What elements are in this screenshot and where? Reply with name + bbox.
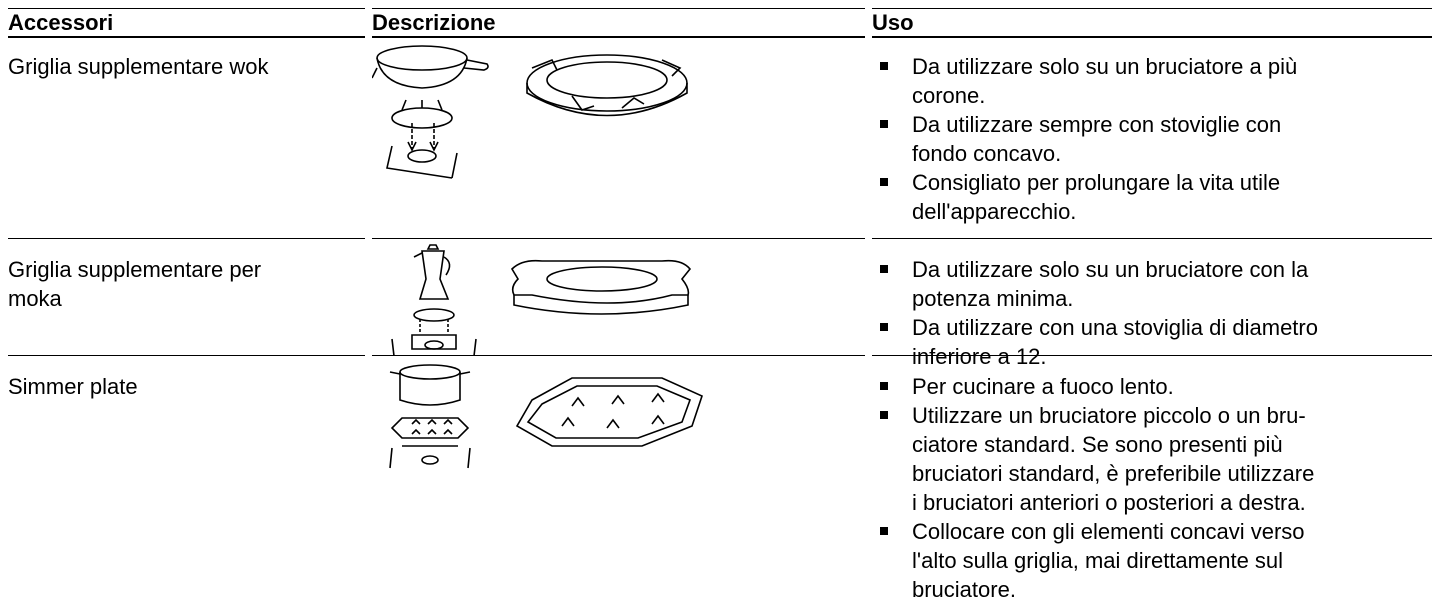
text-line: Da utilizzare solo su un bruciatore a pi… — [912, 54, 1298, 79]
text-line: inferiore a 12. — [912, 344, 1047, 369]
bullet-item: Da utilizzare solo su un bruciatore a pi… — [872, 52, 1432, 110]
text-line: potenza minima. — [912, 286, 1074, 311]
accessory-cell: Simmer plate — [8, 355, 365, 604]
text-line: Da utilizzare solo su un bruciatore con … — [912, 257, 1309, 282]
bullet-item: Utilizzare un bruciatore piccolo o un br… — [872, 401, 1432, 517]
uses-cell: Per cucinare a fuoco lento. Utilizzare un… — [872, 355, 1432, 604]
bullet-item: Collocare con gli elementi concavi verso… — [872, 517, 1432, 604]
text-line: l'alto sulla griglia, mai direttamente s… — [912, 548, 1284, 573]
text-line: fondo concavo. — [912, 141, 1062, 166]
header-cell: Uso — [872, 8, 1432, 38]
text-line: Consigliato per prolungare la vita utile — [912, 170, 1281, 195]
text-line: Collocare con gli elementi concavi verso — [912, 519, 1305, 544]
illustration-cell — [372, 238, 865, 356]
text-line: bruciatore. — [912, 577, 1016, 602]
accessory-cell: Griglia supplementare per moka — [8, 238, 365, 355]
bullet-item: Da utilizzare solo su un bruciatore con … — [872, 255, 1432, 313]
text-line: bruciatori standard, è preferibile utili… — [912, 461, 1315, 486]
accessory-name: Griglia supplementare per moka — [8, 257, 262, 311]
uses-cell: Da utilizzare solo su un bruciatore con … — [872, 238, 1432, 369]
wok-illustration — [372, 45, 688, 179]
text-line: Per cucinare a fuoco lento. — [912, 374, 1174, 399]
text-line: Utilizzare un bruciatore piccolo o un br… — [912, 403, 1306, 428]
accessory-name: Griglia supplementare wok — [8, 54, 269, 79]
bullet-item: Consigliato per prolungare la vita utile… — [872, 168, 1432, 226]
text-line: Da utilizzare con una stoviglia di diame… — [912, 315, 1318, 340]
text-line: dell'apparecchio. — [912, 199, 1077, 224]
accessory-cell: Griglia supplementare wok — [8, 38, 365, 238]
illustration-cell — [372, 355, 865, 604]
uses-cell: Da utilizzare solo su un bruciatore a pi… — [872, 38, 1432, 238]
text-line: ciatore standard. Se sono presenti più — [912, 432, 1283, 457]
bullet-item: Da utilizzare con una stoviglia di diame… — [872, 313, 1432, 371]
accessory-name: Simmer plate — [8, 374, 138, 399]
text-line: corone. — [912, 83, 986, 108]
moka-illustration — [391, 244, 692, 356]
text-line: i bruciatori anteriori o posteriori a de… — [912, 490, 1306, 515]
text-line: Da utilizzare sempre con stoviglie con — [912, 112, 1282, 137]
simmer-plate-illustration — [389, 364, 703, 469]
bullet-item: Per cucinare a fuoco lento. — [872, 372, 1432, 401]
illustration-cell — [372, 38, 865, 238]
header-cell: Accessori — [8, 8, 365, 38]
bullet-item: Da utilizzare sempre con stoviglie con fo… — [872, 110, 1432, 168]
header-cell: Descrizione — [372, 8, 865, 38]
